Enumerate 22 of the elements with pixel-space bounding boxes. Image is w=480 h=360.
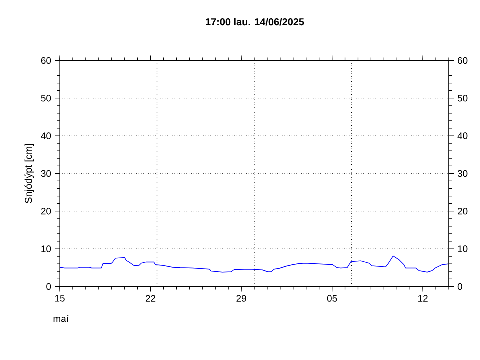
y2-tick-label: 10 bbox=[458, 246, 468, 252]
y-axis-title: Snjódýpt [cm] bbox=[24, 144, 34, 204]
y-tick-label: 30 bbox=[41, 170, 52, 178]
y2-tick-label: 0 bbox=[458, 283, 462, 290]
y2-tick-label: 30 bbox=[458, 170, 468, 178]
y-tick-label: 40 bbox=[41, 132, 52, 140]
y-tick-label: 0 bbox=[46, 283, 52, 290]
y-tick-label: 20 bbox=[41, 208, 52, 215]
text: maí bbox=[54, 315, 69, 322]
y-tick-label: 50 bbox=[41, 95, 52, 102]
x-tick-label: 05 bbox=[327, 295, 338, 302]
y2-tick-label: 60 bbox=[458, 57, 468, 64]
chart-title: 17:00 lau. 14/06/2025 bbox=[206, 18, 304, 26]
x-tick-label: 29 bbox=[236, 295, 246, 302]
y2-tick-label: 40 bbox=[458, 132, 468, 140]
x-tick-label: 22 bbox=[146, 295, 156, 302]
y-tick-label: 10 bbox=[42, 246, 52, 252]
y-tick-label: 60 bbox=[41, 57, 52, 64]
y2-tick-label: 50 bbox=[458, 95, 468, 102]
x-tick-label: 15 bbox=[55, 295, 65, 302]
y2-tick-label: 20 bbox=[458, 208, 468, 215]
x-tick-label: 12 bbox=[418, 295, 428, 302]
